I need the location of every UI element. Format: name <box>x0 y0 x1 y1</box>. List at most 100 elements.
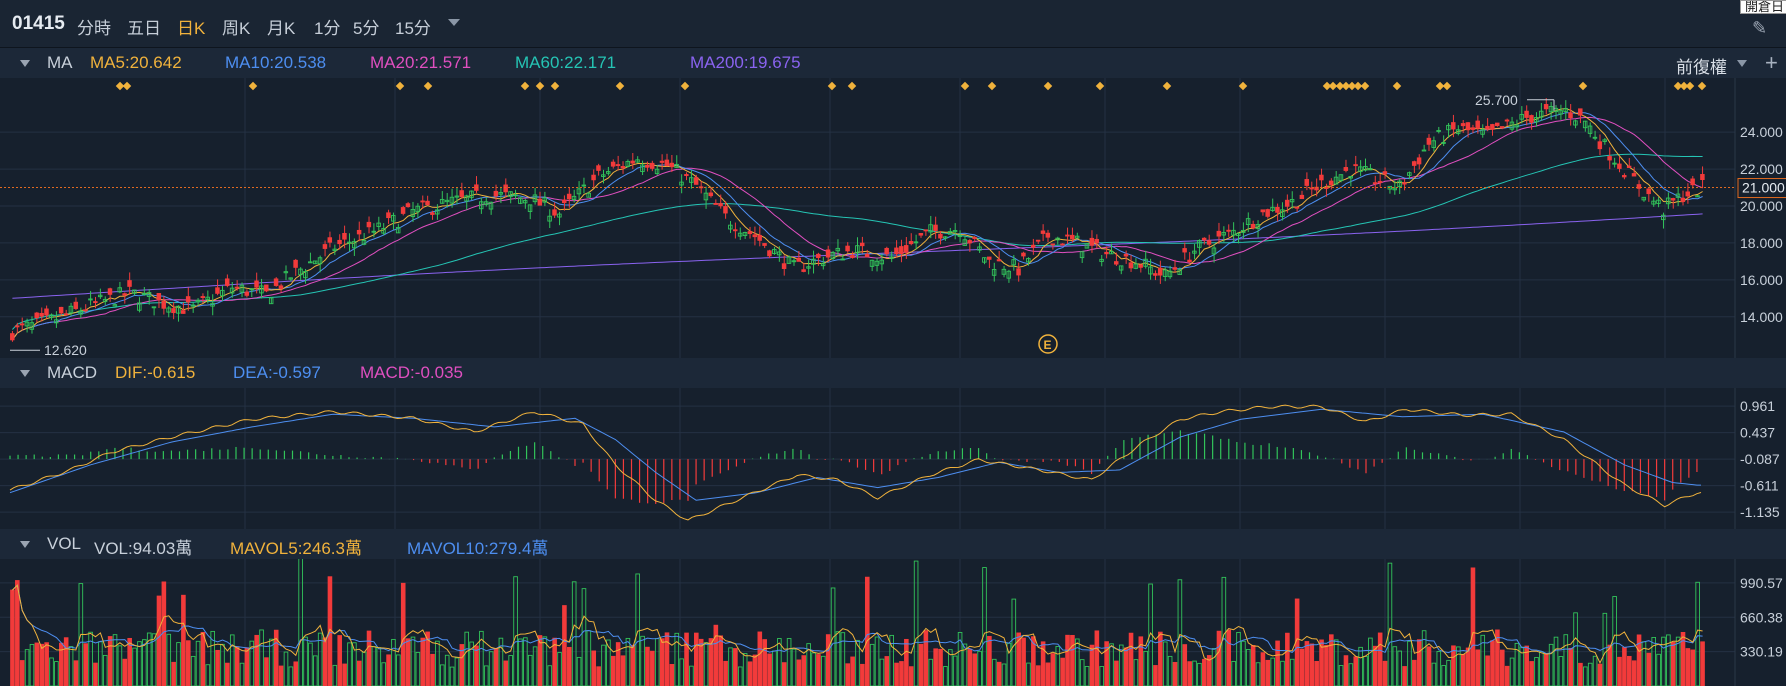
candle <box>1368 168 1373 171</box>
candle <box>1113 261 1119 265</box>
price-adjust-select[interactable]: 前復權 <box>1676 58 1727 77</box>
candle <box>884 247 889 255</box>
pencil-icon[interactable]: ✎ <box>1752 18 1768 38</box>
volume-bar <box>313 655 318 686</box>
tab-1min[interactable]: 1分 <box>314 19 341 38</box>
candle <box>620 166 626 169</box>
low-price-label: 12.620 <box>44 342 87 358</box>
volume-bar <box>1031 636 1036 686</box>
candle <box>24 321 30 327</box>
candle <box>581 184 587 187</box>
candle <box>747 231 753 235</box>
candle <box>1055 237 1060 241</box>
volume-bar <box>1153 665 1158 686</box>
candle <box>10 333 15 341</box>
price-chart[interactable]: 25.700 12.620 E 24.000 22.000 20.000 18.000 16… <box>0 78 1786 358</box>
candle <box>1338 174 1344 182</box>
volume-bar <box>630 644 636 686</box>
adjust-dropdown-icon[interactable] <box>1737 60 1747 67</box>
volume-bar <box>1685 648 1691 686</box>
volume-bar <box>1304 641 1310 686</box>
macd-chart[interactable]: 0.961 0.437 -0.087 -0.611 -1.135 <box>0 388 1786 529</box>
y-tick-label: 18.000 <box>1740 235 1783 251</box>
candle <box>190 304 196 307</box>
volume-bar <box>899 661 904 686</box>
candle <box>635 159 640 163</box>
candle <box>1133 263 1139 269</box>
volume-bar <box>1387 562 1393 686</box>
volume-bar <box>205 664 211 686</box>
volume-bar <box>1402 666 1407 686</box>
volume-bar <box>1050 653 1056 686</box>
candle <box>640 164 645 173</box>
volume-bar <box>1607 644 1613 686</box>
volume-bar <box>1143 650 1148 686</box>
candle <box>1167 270 1173 278</box>
candle <box>1397 180 1402 188</box>
volume-bar <box>742 653 748 686</box>
candle <box>586 192 591 198</box>
candle <box>889 256 894 259</box>
volume-bar <box>234 646 240 686</box>
candle <box>1231 229 1236 236</box>
candle <box>1211 247 1217 255</box>
tab-intraday[interactable]: 分時 <box>77 19 111 38</box>
collapse-icon[interactable] <box>20 60 30 67</box>
period-dropdown-icon[interactable] <box>448 19 460 26</box>
tab-15min[interactable]: 15分 <box>395 19 431 38</box>
tab-weekly-k[interactable]: 周K <box>222 19 251 38</box>
volume-bar <box>1202 658 1207 686</box>
candle <box>361 239 367 245</box>
volume-bar <box>356 660 362 686</box>
volume-bar <box>15 580 20 686</box>
volume-bar <box>1314 660 1319 686</box>
candle <box>234 286 240 289</box>
candle <box>1563 107 1568 112</box>
volume-bar <box>894 662 899 686</box>
candle <box>1026 258 1031 263</box>
collapse-icon[interactable] <box>20 541 30 548</box>
candle <box>435 209 440 215</box>
candle <box>1172 267 1178 270</box>
y-tick-label: 0.961 <box>1740 398 1775 414</box>
volume-bar <box>845 663 851 686</box>
candle <box>444 199 450 203</box>
candle <box>464 195 469 202</box>
candle <box>1455 129 1461 134</box>
candle <box>967 240 972 244</box>
tab-5min[interactable]: 5分 <box>353 19 380 38</box>
volume-bar <box>1255 662 1261 686</box>
volume-bar <box>1060 657 1065 686</box>
candle <box>791 260 797 263</box>
volume-chart[interactable]: 990.57 660.38 330.19 <box>0 559 1786 686</box>
candle <box>1309 187 1314 190</box>
add-indicator-icon[interactable]: + <box>1765 50 1778 75</box>
collapse-icon[interactable] <box>20 370 30 377</box>
candle <box>122 293 127 296</box>
mavol5-value: MAVOL5:246.3萬 <box>230 539 362 558</box>
volume-bar <box>474 645 479 686</box>
volume-bar <box>293 661 299 686</box>
volume-bar <box>430 653 435 686</box>
volume-bar <box>518 638 523 686</box>
candle <box>132 289 137 294</box>
volume-bar <box>254 634 259 686</box>
candle <box>576 188 582 195</box>
candle <box>249 288 254 291</box>
candle <box>386 212 391 219</box>
volume-bar <box>132 647 137 686</box>
tab-monthly-k[interactable]: 月K <box>267 19 296 38</box>
candle <box>1294 206 1300 209</box>
volume-bar <box>1690 649 1696 686</box>
candle <box>664 159 670 166</box>
candle <box>1001 268 1007 275</box>
candle <box>78 310 83 315</box>
tab-daily-k[interactable]: 日K <box>177 19 206 38</box>
candle <box>1675 193 1681 198</box>
tab-five-day[interactable]: 五日 <box>127 19 161 38</box>
candle <box>293 259 298 268</box>
candle <box>1651 200 1656 205</box>
volume-bar <box>1158 631 1163 686</box>
volume-bar <box>1558 656 1564 686</box>
volume-bar <box>1661 636 1666 686</box>
